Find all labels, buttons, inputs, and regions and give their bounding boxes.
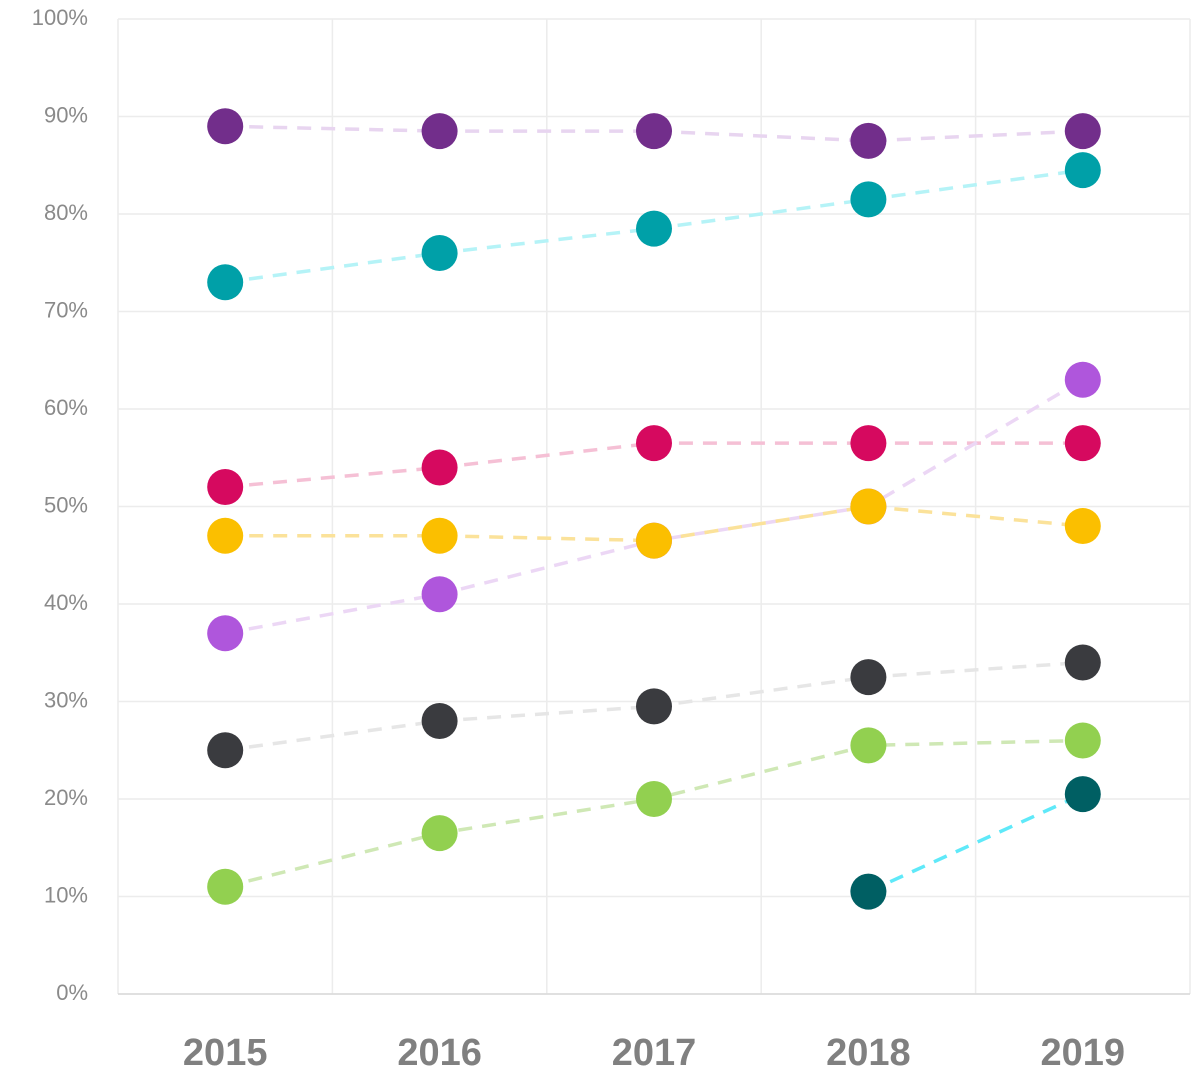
marker [421, 235, 458, 271]
marker [421, 517, 458, 554]
marker [1064, 152, 1101, 189]
marker [207, 615, 244, 652]
marker [421, 113, 458, 150]
y-tick-label: 90% [44, 102, 88, 127]
marker [636, 425, 672, 462]
marker [207, 868, 244, 905]
marker [1064, 722, 1101, 759]
marker [850, 659, 887, 696]
x-tick-label: 2017 [612, 1032, 697, 1074]
marker [850, 488, 887, 525]
y-tick-label: 0% [56, 980, 88, 1005]
marker [207, 469, 244, 505]
marker [1064, 113, 1101, 150]
marker [207, 108, 244, 145]
y-tick-label: 80% [44, 200, 88, 225]
marker [850, 425, 887, 462]
y-tick-label: 100% [32, 5, 88, 30]
y-tick-label: 20% [44, 785, 88, 810]
markers [207, 108, 1101, 910]
y-tick-label: 70% [44, 297, 88, 322]
marker [421, 576, 458, 613]
y-tick-label: 60% [44, 395, 88, 420]
marker [636, 113, 672, 150]
marker [1064, 776, 1101, 813]
y-tick-label: 40% [44, 590, 88, 615]
marker [207, 517, 244, 554]
marker [421, 815, 458, 852]
x-tick-label: 2018 [826, 1032, 911, 1074]
x-tick-label: 2016 [397, 1032, 482, 1074]
marker [636, 781, 672, 817]
marker [421, 703, 458, 739]
marker [1064, 644, 1101, 681]
y-tick-label: 10% [44, 882, 88, 907]
series-line [867, 792, 1084, 894]
marker [636, 688, 672, 725]
marker [850, 122, 887, 159]
marker [1064, 361, 1101, 398]
marker [850, 727, 887, 764]
marker [207, 732, 244, 769]
marker [421, 449, 458, 486]
x-tick-label: 2019 [1041, 1032, 1126, 1074]
marker [1064, 508, 1101, 544]
marker [1064, 425, 1101, 462]
marker [207, 264, 244, 301]
marker [636, 210, 672, 247]
marker [850, 181, 887, 218]
y-tick-label: 50% [44, 492, 88, 517]
x-tick-label: 2015 [183, 1032, 268, 1074]
y-tick-label: 30% [44, 687, 88, 712]
series-line [224, 660, 1083, 752]
marker [636, 522, 672, 559]
marker [850, 873, 887, 910]
